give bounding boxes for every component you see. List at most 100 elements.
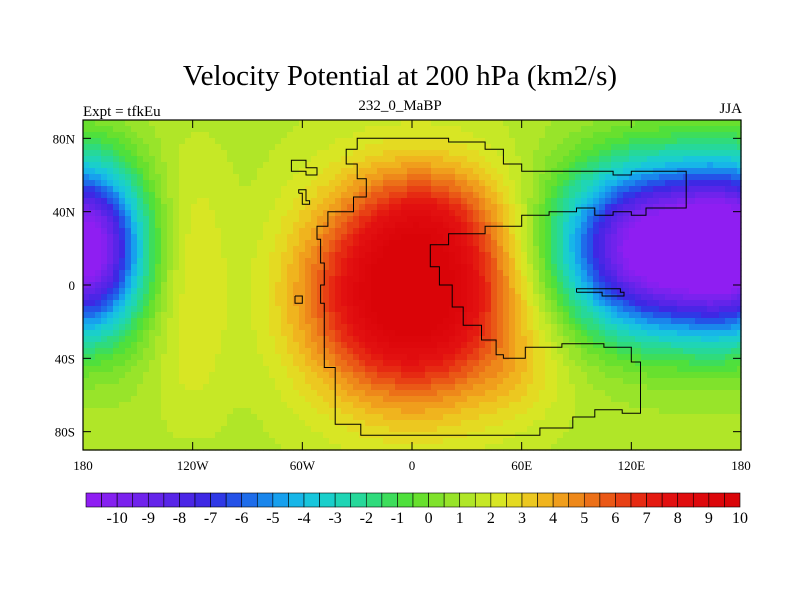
field-cell xyxy=(311,156,318,163)
field-cell xyxy=(647,330,654,337)
field-cell xyxy=(269,228,276,235)
field-cell xyxy=(479,240,486,247)
field-cell xyxy=(443,306,450,313)
field-cell xyxy=(521,246,528,253)
field-cell xyxy=(293,144,300,151)
field-cell xyxy=(113,198,120,205)
field-cell xyxy=(587,180,594,187)
field-cell xyxy=(527,222,534,229)
field-cell xyxy=(575,120,582,127)
field-cell xyxy=(647,300,654,307)
field-cell xyxy=(155,168,162,175)
field-cell xyxy=(719,258,726,265)
field-cell xyxy=(419,306,426,313)
field-cell xyxy=(533,156,540,163)
field-cell xyxy=(113,180,120,187)
field-cell xyxy=(725,180,732,187)
field-cell xyxy=(629,264,636,271)
field-cell xyxy=(419,324,426,331)
field-cell xyxy=(731,258,738,265)
field-cell xyxy=(425,258,432,265)
field-cell xyxy=(725,288,732,295)
field-cell xyxy=(665,222,672,229)
field-cell xyxy=(689,132,696,139)
field-cell xyxy=(677,294,684,301)
field-cell xyxy=(593,258,600,265)
field-cell xyxy=(683,210,690,217)
field-cell xyxy=(533,294,540,301)
field-cell xyxy=(143,366,150,373)
field-cell xyxy=(113,156,120,163)
field-cell xyxy=(419,192,426,199)
field-cell xyxy=(665,330,672,337)
field-cell xyxy=(599,162,606,169)
field-cell xyxy=(125,150,132,157)
field-cell xyxy=(161,324,168,331)
field-cell xyxy=(191,180,198,187)
field-cell xyxy=(521,192,528,199)
field-cell xyxy=(437,270,444,277)
field-cell xyxy=(407,276,414,283)
field-cell xyxy=(131,204,138,211)
field-cell xyxy=(707,240,714,247)
field-cell xyxy=(503,354,510,361)
field-cell xyxy=(497,348,504,355)
field-cell xyxy=(599,372,606,379)
field-cell xyxy=(275,324,282,331)
field-cell xyxy=(161,138,168,145)
field-cell xyxy=(461,210,468,217)
field-cell xyxy=(413,342,420,349)
field-cell xyxy=(407,120,414,127)
field-cell xyxy=(515,288,522,295)
field-cell xyxy=(437,198,444,205)
field-cell xyxy=(221,336,228,343)
field-cell xyxy=(557,360,564,367)
field-cell xyxy=(599,216,606,223)
field-cell xyxy=(281,372,288,379)
field-cell xyxy=(281,336,288,343)
field-cell xyxy=(737,336,742,343)
field-cell xyxy=(659,348,666,355)
field-cell xyxy=(305,216,312,223)
field-cell xyxy=(287,246,294,253)
field-cell xyxy=(521,216,528,223)
field-cell xyxy=(737,198,742,205)
field-cell xyxy=(311,372,318,379)
field-cell xyxy=(683,360,690,367)
field-cell xyxy=(575,216,582,223)
field-cell xyxy=(203,318,210,325)
field-cell xyxy=(485,282,492,289)
field-cell xyxy=(83,120,90,127)
field-cell xyxy=(407,162,414,169)
field-cell xyxy=(689,228,696,235)
field-cell xyxy=(503,174,510,181)
field-cell xyxy=(287,306,294,313)
field-cell xyxy=(575,282,582,289)
field-cell xyxy=(557,150,564,157)
field-cell xyxy=(383,228,390,235)
field-cell xyxy=(203,264,210,271)
field-cell xyxy=(209,384,216,391)
field-cell xyxy=(701,324,708,331)
field-cell xyxy=(101,156,108,163)
field-cell xyxy=(353,258,360,265)
field-cell xyxy=(527,348,534,355)
field-cell xyxy=(335,150,342,157)
field-cell xyxy=(269,144,276,151)
field-cell xyxy=(461,318,468,325)
field-cell xyxy=(533,222,540,229)
field-cell xyxy=(323,264,330,271)
field-cell xyxy=(635,342,642,349)
field-cell xyxy=(557,162,564,169)
field-cell xyxy=(395,294,402,301)
field-cell xyxy=(479,258,486,265)
field-cell xyxy=(719,144,726,151)
field-cell xyxy=(185,288,192,295)
field-cell xyxy=(611,378,618,385)
field-cell xyxy=(395,168,402,175)
field-cell xyxy=(611,384,618,391)
field-cell xyxy=(509,186,516,193)
field-cell xyxy=(527,282,534,289)
field-cell xyxy=(425,372,432,379)
field-cell xyxy=(521,366,528,373)
